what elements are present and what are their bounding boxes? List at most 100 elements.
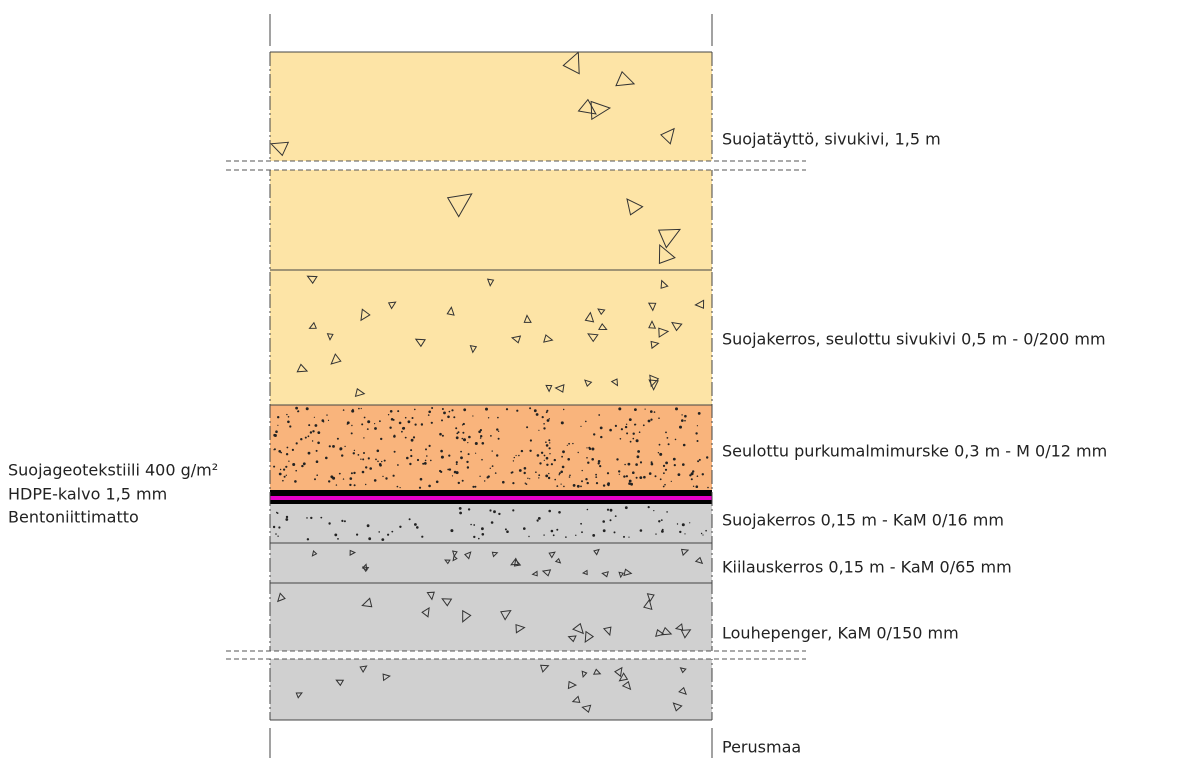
grain bbox=[666, 511, 668, 513]
grain bbox=[458, 507, 462, 510]
grain bbox=[550, 529, 554, 533]
grain bbox=[472, 415, 474, 417]
grain bbox=[392, 474, 395, 477]
grain bbox=[682, 463, 685, 466]
grain bbox=[496, 428, 499, 431]
grain bbox=[451, 475, 454, 477]
stone bbox=[361, 597, 373, 608]
grain bbox=[389, 410, 393, 413]
stone bbox=[680, 629, 692, 639]
grain bbox=[275, 430, 278, 434]
grain bbox=[472, 485, 475, 488]
stone bbox=[618, 571, 625, 579]
grain bbox=[367, 420, 371, 424]
grain bbox=[658, 443, 661, 446]
grain bbox=[673, 464, 676, 467]
grain bbox=[681, 419, 684, 422]
stone bbox=[382, 673, 391, 682]
grain bbox=[545, 444, 549, 447]
grain bbox=[414, 523, 417, 526]
grain bbox=[586, 481, 589, 485]
grain bbox=[448, 468, 452, 471]
grain bbox=[441, 419, 443, 422]
grain bbox=[398, 421, 402, 425]
break-gap bbox=[226, 651, 806, 659]
grain bbox=[581, 469, 583, 472]
grain bbox=[692, 470, 695, 473]
grain bbox=[702, 534, 704, 536]
grain bbox=[620, 428, 624, 431]
grain bbox=[313, 416, 315, 418]
grain bbox=[560, 470, 563, 474]
grain bbox=[670, 480, 672, 482]
membrane bbox=[270, 496, 712, 500]
grain bbox=[639, 529, 643, 532]
grain bbox=[695, 485, 699, 489]
grain bbox=[401, 427, 405, 430]
grain bbox=[661, 530, 664, 533]
grain bbox=[513, 456, 515, 459]
grain bbox=[428, 410, 432, 414]
texture bbox=[270, 51, 709, 713]
grain bbox=[684, 533, 686, 535]
membrane-label: Suojageotekstiili 400 g/m² bbox=[8, 461, 218, 480]
grain bbox=[428, 444, 431, 447]
grain bbox=[466, 466, 470, 469]
stone bbox=[277, 592, 286, 603]
grain bbox=[280, 451, 283, 454]
grain bbox=[689, 522, 691, 524]
grain bbox=[535, 413, 539, 416]
grain bbox=[490, 521, 494, 524]
grain bbox=[493, 510, 496, 514]
grain bbox=[336, 437, 339, 440]
grain bbox=[599, 465, 602, 468]
stone bbox=[602, 626, 612, 637]
layer-label: Suojatäyttö, sivukivi, 1,5 m bbox=[722, 130, 941, 149]
grain bbox=[630, 482, 633, 486]
grain bbox=[593, 433, 596, 436]
grain bbox=[440, 455, 444, 459]
grain bbox=[342, 478, 345, 480]
grain bbox=[353, 449, 356, 452]
stone bbox=[621, 680, 632, 691]
grain bbox=[689, 474, 692, 477]
grain bbox=[616, 458, 619, 461]
grain bbox=[660, 519, 663, 521]
grain bbox=[536, 454, 540, 457]
grain bbox=[659, 452, 663, 456]
stone bbox=[571, 695, 581, 703]
grain bbox=[599, 426, 603, 430]
grain bbox=[554, 478, 556, 481]
grain bbox=[561, 465, 565, 469]
stone bbox=[531, 570, 538, 577]
grain bbox=[600, 435, 603, 439]
grain bbox=[545, 441, 547, 444]
grain bbox=[540, 451, 544, 454]
grain bbox=[455, 461, 458, 464]
grain bbox=[566, 444, 568, 446]
stone bbox=[678, 686, 687, 696]
grain bbox=[525, 483, 528, 485]
stone bbox=[296, 363, 309, 373]
stone bbox=[510, 557, 520, 566]
grain bbox=[366, 524, 370, 528]
stone bbox=[581, 569, 588, 576]
grain bbox=[350, 472, 353, 475]
grain bbox=[655, 533, 657, 535]
stone bbox=[387, 301, 397, 310]
grain bbox=[416, 526, 419, 529]
grain bbox=[624, 463, 626, 466]
grain bbox=[479, 437, 482, 439]
grain bbox=[697, 412, 701, 415]
grain bbox=[408, 518, 411, 521]
stone bbox=[660, 279, 669, 289]
grain bbox=[418, 486, 422, 489]
grain bbox=[342, 409, 345, 411]
grain bbox=[556, 528, 559, 531]
grain bbox=[307, 435, 310, 438]
stone bbox=[270, 141, 290, 157]
grain bbox=[440, 449, 443, 453]
grain bbox=[272, 525, 276, 529]
grain bbox=[614, 515, 617, 517]
grain bbox=[474, 485, 477, 488]
